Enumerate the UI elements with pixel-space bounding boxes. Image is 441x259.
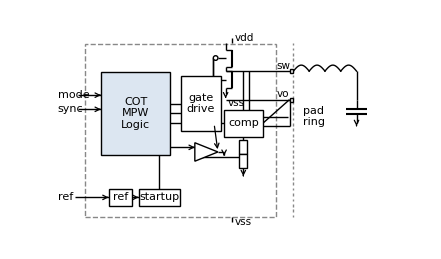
- Text: ref: ref: [58, 192, 73, 202]
- Circle shape: [213, 56, 218, 60]
- Bar: [138, 189, 180, 206]
- Text: pad
ring: pad ring: [303, 106, 325, 127]
- Text: sync: sync: [58, 104, 83, 114]
- Text: sw: sw: [277, 61, 290, 71]
- Bar: [86, 44, 277, 217]
- Text: vdd: vdd: [235, 33, 254, 43]
- Bar: [239, 154, 247, 168]
- Bar: [239, 140, 247, 154]
- Text: vo: vo: [277, 89, 290, 99]
- Polygon shape: [195, 143, 218, 161]
- Text: ref: ref: [112, 192, 128, 202]
- Bar: [101, 72, 170, 155]
- Text: vss: vss: [228, 98, 245, 109]
- Text: startup: startup: [139, 192, 179, 202]
- Text: vss: vss: [235, 217, 252, 227]
- Bar: [108, 189, 132, 206]
- Bar: [181, 76, 221, 131]
- Text: comp: comp: [228, 118, 259, 128]
- Bar: [224, 110, 262, 137]
- Text: COT
MPW
Logic: COT MPW Logic: [121, 97, 150, 130]
- Bar: [290, 98, 293, 102]
- Text: gate
drive: gate drive: [187, 93, 215, 114]
- Bar: [290, 69, 293, 73]
- Text: mode: mode: [58, 90, 90, 100]
